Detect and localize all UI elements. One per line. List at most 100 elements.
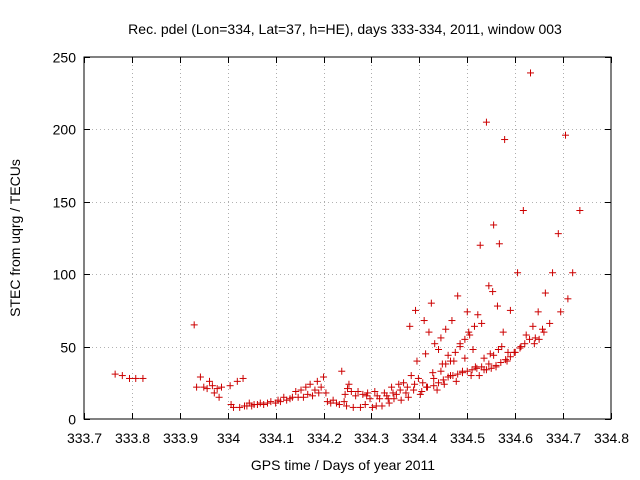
data-point (514, 269, 522, 277)
data-point (467, 372, 475, 380)
data-point (215, 393, 223, 401)
x-axis-label: GPS time / Days of year 2011 (251, 457, 435, 473)
data-point (517, 343, 525, 351)
data-point (490, 221, 498, 229)
data-point (482, 118, 490, 126)
x-tick-label: 333.8 (115, 430, 150, 446)
data-point (431, 340, 439, 348)
data-point (206, 377, 214, 385)
data-point (468, 366, 476, 374)
data-point (541, 289, 549, 297)
data-point (226, 382, 234, 390)
data-point (376, 395, 384, 403)
data-point (118, 372, 126, 380)
data-point (406, 322, 414, 330)
data-point (474, 311, 482, 319)
data-point (396, 386, 404, 394)
data-point (407, 372, 415, 380)
data-point (414, 374, 422, 382)
data-point (371, 387, 379, 395)
data-point (449, 372, 457, 380)
data-point (554, 230, 562, 238)
data-point (363, 392, 371, 400)
data-point (384, 395, 392, 403)
x-tick-labels: 333.7 333.8 333.9 334 334.1 334.2 334.3 334.4 33… (67, 430, 629, 446)
data-point (317, 383, 325, 391)
data-point (506, 353, 514, 361)
data-point (471, 363, 479, 371)
data-point (499, 328, 507, 336)
data-point (458, 369, 466, 377)
data-point (311, 386, 319, 394)
data-point (487, 364, 495, 372)
data-point (497, 359, 505, 367)
data-point (309, 392, 317, 400)
data-point (437, 367, 445, 375)
data-point (466, 331, 474, 339)
x-tick-label: 334.3 (354, 430, 389, 446)
data-point (203, 385, 211, 393)
data-point (433, 386, 441, 394)
data-point (503, 357, 511, 365)
data-point (452, 377, 460, 385)
data-point (229, 403, 237, 411)
data-point (253, 401, 261, 409)
data-point (538, 325, 546, 333)
data-point (419, 379, 427, 387)
data-point (411, 380, 419, 388)
data-point (372, 402, 380, 410)
data-point (549, 269, 557, 277)
data-point (361, 401, 369, 409)
data-point (561, 131, 569, 139)
data-point (344, 385, 351, 393)
data-point (569, 269, 577, 277)
x-tick-label: 333.7 (67, 430, 102, 446)
data-point (213, 385, 221, 393)
data-point (208, 382, 216, 390)
data-point (473, 364, 481, 372)
data-point (435, 345, 443, 353)
x-tick-label: 334.2 (307, 430, 342, 446)
data-point (576, 206, 584, 214)
data-point (322, 389, 330, 397)
data-point (335, 401, 343, 409)
data-point (323, 398, 331, 406)
data-point (476, 241, 484, 249)
data-point (395, 380, 403, 388)
data-point (423, 383, 431, 391)
data-point (427, 299, 435, 307)
data-point (435, 379, 443, 387)
x-tick-label: 334.6 (498, 430, 533, 446)
data-point (494, 345, 502, 353)
data-point (267, 398, 275, 406)
data-point (368, 403, 376, 411)
data-point (463, 308, 471, 316)
data-point (280, 393, 288, 401)
data-point (359, 390, 367, 398)
data-point (302, 383, 310, 391)
data-point (392, 390, 400, 398)
data-point (422, 350, 430, 358)
data-point (320, 373, 328, 381)
data-point (338, 367, 346, 375)
data-point (530, 340, 538, 348)
data-point (495, 240, 503, 248)
data-point (470, 322, 478, 330)
data-point (511, 348, 519, 356)
data-point (480, 354, 488, 362)
data-point (383, 392, 391, 400)
data-point (506, 306, 514, 314)
data-point (522, 331, 530, 339)
data-point (519, 206, 527, 214)
data-point (354, 387, 362, 395)
y-axis-label: STEC from uqrg / TECUs (7, 159, 23, 317)
data-point (461, 354, 469, 362)
x-tick-label: 334.4 (402, 430, 437, 446)
data-point (456, 343, 464, 351)
x-tick-label: 334.1 (259, 430, 294, 446)
data-point (196, 373, 204, 381)
data-point (139, 374, 147, 382)
data-point (283, 396, 291, 404)
data-point (236, 403, 244, 411)
data-point (439, 376, 447, 384)
